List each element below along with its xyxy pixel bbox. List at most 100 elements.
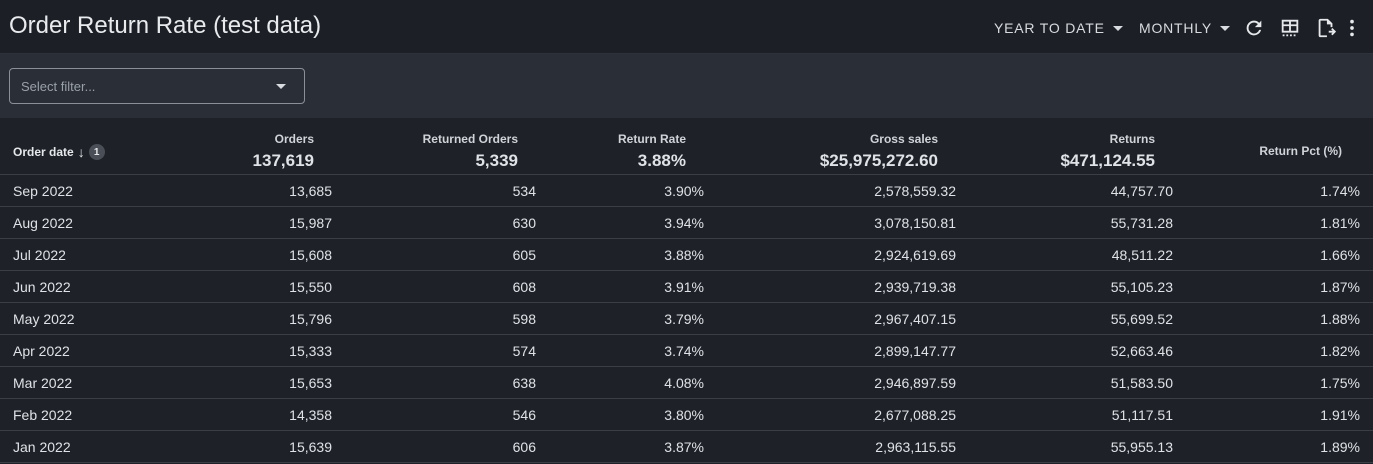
- table-row[interactable]: Jul 2022 15,608 605 3.88% 2,924,619.69 48,511…: [0, 239, 1373, 271]
- export-icon[interactable]: [1315, 17, 1337, 39]
- table-row[interactable]: Mar 2022 15,653 638 4.08% 2,946,897.59 51,583…: [0, 367, 1373, 399]
- cell-gross-sales: 2,677,088.25: [874, 407, 956, 423]
- cell-returned-orders: 574: [512, 343, 536, 359]
- table-view-icon[interactable]: [1279, 17, 1301, 39]
- column-label: Gross sales: [869, 132, 938, 146]
- cell-gross-sales: 2,963,115.55: [875, 439, 956, 455]
- cell-returns: 55,955.13: [1110, 439, 1173, 455]
- cell-order-date: Jun 2022: [13, 279, 71, 295]
- table-body: Sep 2022 13,685 534 3.90% 2,578,559.32 44,757…: [0, 175, 1373, 463]
- table-row[interactable]: Apr 2022 15,333 574 3.74% 2,899,147.77 52,663…: [0, 335, 1373, 367]
- column-total: 5,339: [475, 151, 518, 170]
- column-label: Orders: [274, 132, 314, 146]
- cell-return-pct: 1.88%: [1320, 311, 1360, 327]
- cell-return-rate: 3.80%: [664, 407, 704, 423]
- cell-return-pct: 1.74%: [1320, 183, 1360, 199]
- column-total: $25,975,272.60: [819, 151, 938, 170]
- table-row[interactable]: Feb 2022 14,358 546 3.80% 2,677,088.25 51,117…: [0, 399, 1373, 431]
- cell-return-rate: 3.87%: [664, 439, 704, 455]
- cell-returned-orders: 605: [512, 247, 536, 263]
- caret-down-icon: [1112, 25, 1123, 31]
- cell-return-pct: 1.66%: [1320, 247, 1360, 263]
- cell-order-date: Jul 2022: [13, 247, 66, 263]
- cell-order-date: Aug 2022: [13, 215, 73, 231]
- cell-returned-orders: 608: [512, 279, 536, 295]
- cell-returns: 51,583.50: [1110, 375, 1173, 391]
- cell-return-pct: 1.87%: [1320, 279, 1360, 295]
- column-total: 3.88%: [637, 151, 686, 170]
- cell-order-date: Mar 2022: [13, 375, 73, 391]
- granularity-dropdown[interactable]: MONTHLY: [1139, 19, 1231, 37]
- cell-orders: 15,333: [289, 343, 332, 359]
- cell-return-rate: 3.91%: [664, 279, 704, 295]
- arrow-down-icon: ↓: [77, 144, 85, 160]
- cell-returns: 48,511.22: [1111, 247, 1173, 263]
- cell-return-rate: 4.08%: [664, 375, 704, 391]
- column-label: Returns: [1109, 132, 1155, 146]
- cell-returned-orders: 546: [512, 407, 536, 423]
- page-title: Order Return Rate (test data): [9, 12, 322, 39]
- column-label: Return Pct (%): [1259, 144, 1342, 158]
- cell-gross-sales: 2,578,559.32: [874, 183, 956, 199]
- period-dropdown[interactable]: YEAR TO DATE: [994, 19, 1123, 37]
- dashboard-header: Order Return Rate (test data) YEAR TO DA…: [0, 0, 1373, 54]
- column-header-order-date[interactable]: Order date ↓ 1: [13, 144, 105, 160]
- sort-order-badge: 1: [88, 144, 105, 160]
- filter-bar: Select filter...: [0, 54, 1373, 118]
- cell-orders: 15,653: [289, 375, 332, 391]
- cell-return-pct: 1.81%: [1320, 215, 1360, 231]
- cell-gross-sales: 2,899,147.77: [874, 343, 956, 359]
- cell-return-pct: 1.89%: [1320, 439, 1360, 455]
- filter-select[interactable]: Select filter...: [9, 68, 305, 104]
- cell-returns: 55,105.23: [1110, 279, 1173, 295]
- cell-return-rate: 3.90%: [664, 183, 704, 199]
- cell-orders: 15,639: [289, 439, 332, 455]
- refresh-icon[interactable]: [1243, 17, 1265, 39]
- cell-orders: 15,796: [289, 311, 332, 327]
- cell-returns: 51,117.51: [1111, 407, 1173, 423]
- cell-returned-orders: 606: [512, 439, 536, 455]
- cell-order-date: Feb 2022: [13, 407, 73, 423]
- cell-orders: 14,358: [289, 407, 332, 423]
- table-row[interactable]: Sep 2022 13,685 534 3.90% 2,578,559.32 44,757…: [0, 175, 1373, 207]
- cell-gross-sales: 2,939,719.38: [874, 279, 956, 295]
- cell-return-rate: 3.88%: [664, 247, 704, 263]
- cell-order-date: May 2022: [13, 311, 75, 327]
- more-vert-icon[interactable]: [1345, 17, 1359, 39]
- cell-orders: 15,550: [289, 279, 332, 295]
- column-label: Returned Orders: [422, 132, 518, 146]
- table-row[interactable]: May 2022 15,796 598 3.79% 2,967,407.15 55,699…: [0, 303, 1373, 335]
- cell-order-date: Sep 2022: [13, 183, 73, 199]
- cell-return-rate: 3.94%: [664, 215, 704, 231]
- cell-returns: 55,731.28: [1110, 215, 1173, 231]
- caret-down-icon: [276, 84, 286, 89]
- cell-returns: 44,757.70: [1110, 183, 1173, 199]
- cell-return-pct: 1.82%: [1320, 343, 1360, 359]
- cell-order-date: Jan 2022: [13, 439, 71, 455]
- period-dropdown-label: YEAR TO DATE: [994, 20, 1105, 36]
- cell-returns: 52,663.46: [1110, 343, 1173, 359]
- data-table: Order date ↓ 1 Orders 137,619 Returned O…: [0, 118, 1373, 463]
- cell-gross-sales: 2,924,619.69: [874, 247, 956, 263]
- cell-returns: 55,699.52: [1110, 311, 1173, 327]
- table-row[interactable]: Jan 2022 15,639 606 3.87% 2,963,115.55 55,955…: [0, 431, 1373, 463]
- cell-gross-sales: 2,967,407.15: [874, 311, 956, 327]
- cell-orders: 13,685: [289, 183, 332, 199]
- column-total: 137,619: [252, 151, 314, 170]
- cell-returned-orders: 534: [512, 183, 536, 199]
- cell-returned-orders: 638: [512, 375, 536, 391]
- table-row[interactable]: Aug 2022 15,987 630 3.94% 3,078,150.81 55,731…: [0, 207, 1373, 239]
- cell-return-rate: 3.74%: [664, 343, 704, 359]
- table-row[interactable]: Jun 2022 15,550 608 3.91% 2,939,719.38 55,105…: [0, 271, 1373, 303]
- filter-placeholder: Select filter...: [21, 79, 96, 94]
- granularity-dropdown-label: MONTHLY: [1139, 20, 1213, 36]
- column-label: Order date: [13, 145, 74, 159]
- cell-gross-sales: 2,946,897.59: [874, 375, 956, 391]
- cell-return-pct: 1.91%: [1320, 407, 1360, 423]
- cell-order-date: Apr 2022: [13, 343, 70, 359]
- cell-orders: 15,608: [289, 247, 332, 263]
- column-total: $471,124.55: [1060, 151, 1155, 170]
- cell-return-pct: 1.75%: [1320, 375, 1360, 391]
- cell-gross-sales: 3,078,150.81: [874, 215, 956, 231]
- column-label: Return Rate: [617, 132, 686, 146]
